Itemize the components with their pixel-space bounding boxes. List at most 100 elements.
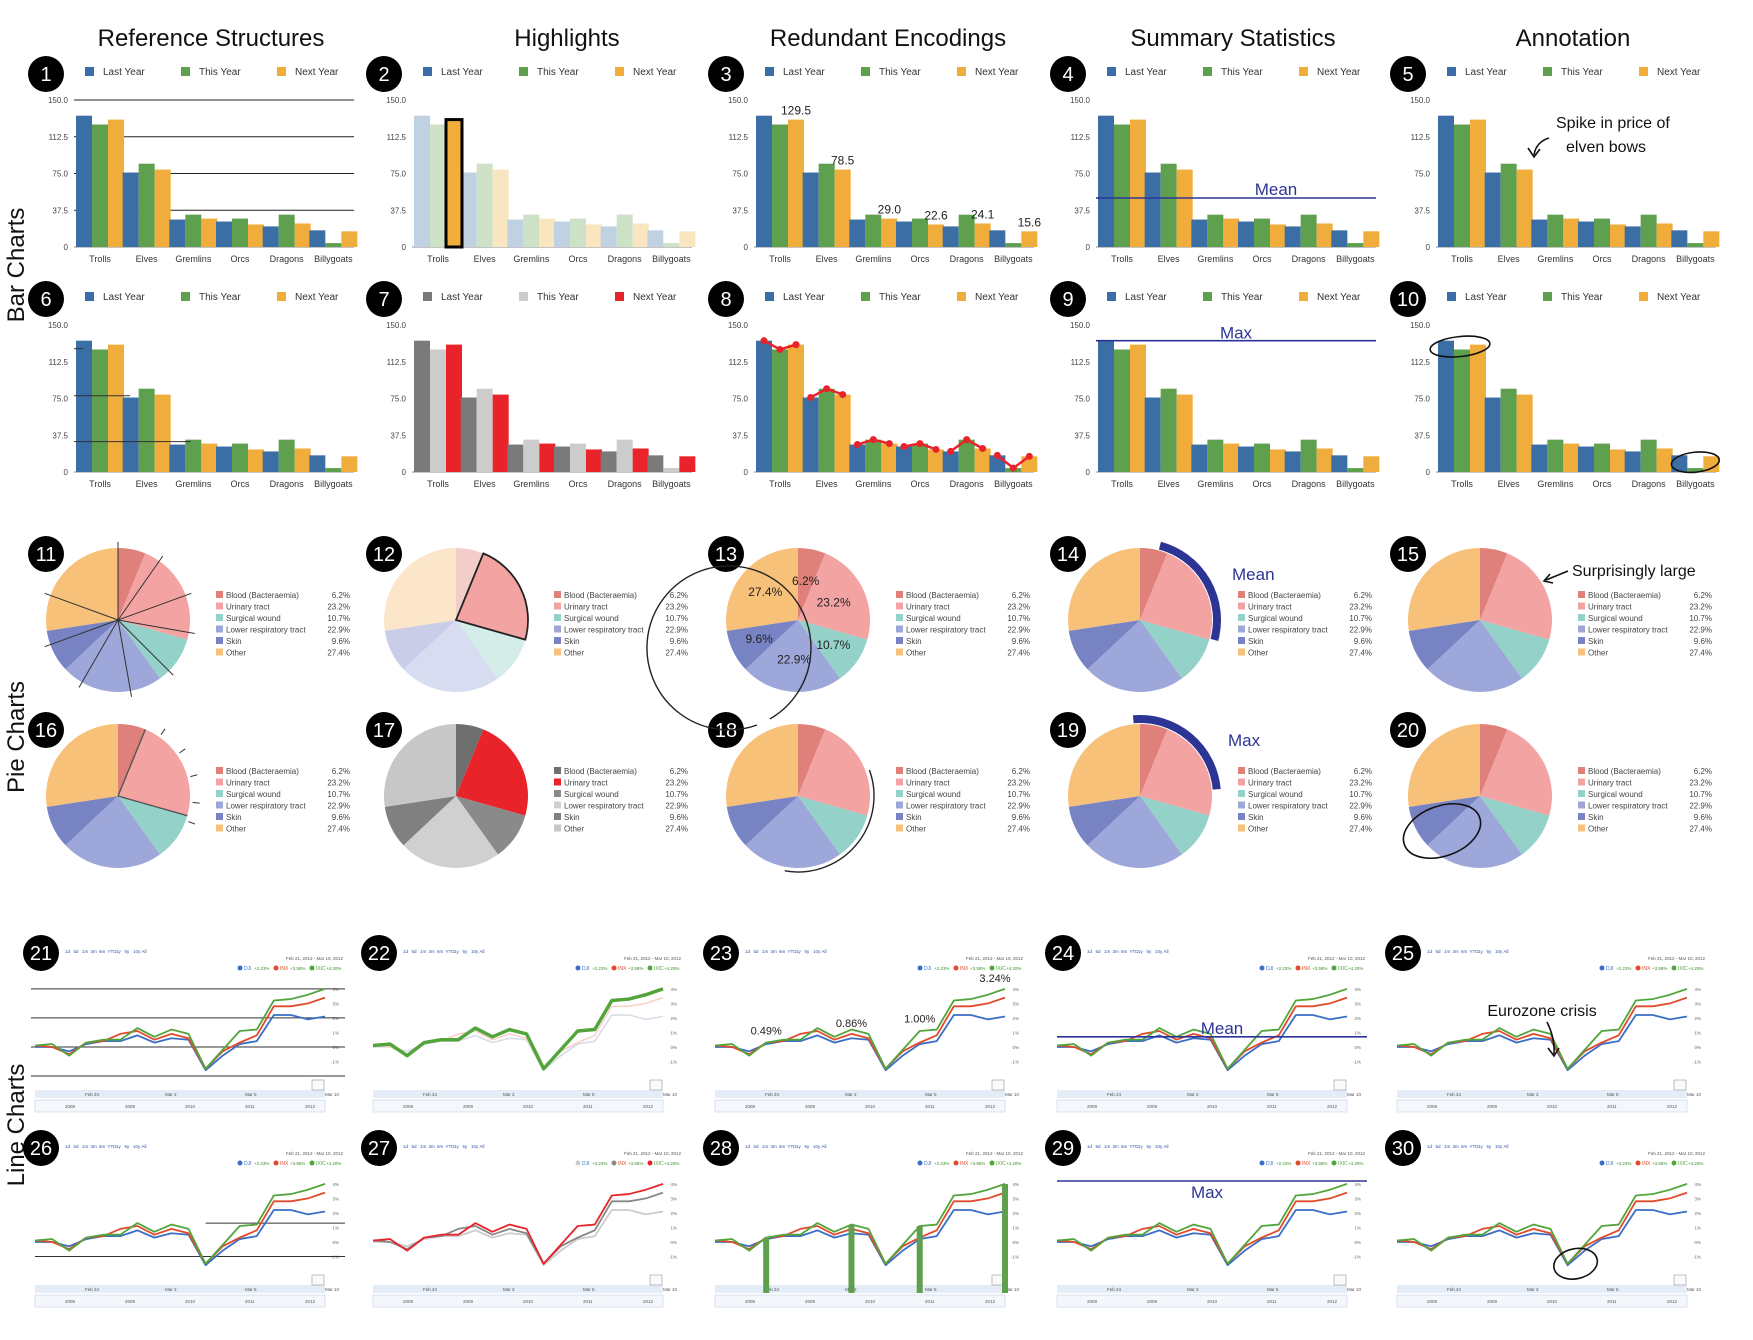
legend-swatch — [216, 790, 223, 797]
y-tick-label: 0 — [402, 243, 407, 252]
max-label: Max — [1228, 731, 1261, 750]
zoom-link: 6m — [1461, 949, 1468, 954]
legend-value: 23.2% — [1007, 779, 1030, 788]
y-tick-label: 37.5 — [390, 431, 406, 440]
zoom-link: 3m — [771, 1144, 778, 1149]
series-line — [35, 1014, 326, 1072]
y-tick-label: 0% — [1694, 1240, 1701, 1245]
legend-label: Next Year — [1657, 67, 1701, 78]
bar-mark — [912, 218, 928, 247]
legend-dot — [989, 965, 995, 971]
overview-year: 2012 — [1667, 1299, 1678, 1304]
legend-change: +2.23% — [592, 1161, 607, 1166]
overview-year: 2012 — [985, 1299, 996, 1304]
legend-label: Blood (Bacteraemia) — [906, 767, 979, 776]
legend-value: 23.2% — [327, 779, 350, 788]
legend-swatch — [1578, 637, 1585, 644]
mean-label: Mean — [1255, 180, 1298, 199]
zoom-link: 5d — [74, 949, 80, 954]
panel-number-circle — [703, 1130, 739, 1166]
x-tick-label: Mar 2 — [503, 1092, 515, 1097]
series-line — [1397, 1209, 1688, 1267]
legend-value: 10.7% — [665, 790, 688, 799]
overview-year: 2012 — [1667, 1104, 1678, 1109]
bar-mark — [169, 444, 186, 472]
reference-tick — [160, 728, 166, 735]
overview-band — [1056, 1099, 1348, 1113]
y-tick-label: -1% — [669, 1059, 677, 1064]
column-header: Redundant Encodings — [770, 25, 1006, 52]
bar-mark — [1454, 349, 1470, 472]
annotation-arrow — [1546, 1021, 1555, 1055]
bar-chart-panel: Last Year This Year Next Year 150.0 112.5 75.… — [728, 292, 1038, 489]
reference-spoke — [44, 592, 119, 621]
y-tick-label: 4% — [1012, 1182, 1019, 1187]
legend-label: Lower respiratory tract — [564, 802, 644, 811]
bar-mark — [1144, 172, 1161, 247]
y-tick-label: 1% — [1012, 1225, 1019, 1230]
redundant-bar — [1002, 1183, 1008, 1293]
overview-band — [714, 1294, 1006, 1308]
legend-swatch — [896, 614, 903, 621]
x-tick-label: Orcs — [911, 254, 930, 264]
zoom-link: All — [1164, 1144, 1169, 1149]
x-tick-label: Dragons — [950, 254, 985, 264]
y-tick-label: 150.0 — [728, 96, 749, 105]
bar-mark — [92, 349, 108, 472]
overview-year: 2010 — [523, 1104, 534, 1109]
annotation-circle — [1670, 451, 1721, 474]
bar-mark — [232, 443, 248, 472]
bar-mark — [108, 119, 124, 247]
y-tick-label: 0% — [1694, 1045, 1701, 1050]
legend-value: 23.2% — [665, 779, 688, 788]
series-line — [714, 1191, 1006, 1265]
bar-mark — [1671, 455, 1688, 472]
legend-swatch — [554, 801, 561, 809]
zoom-link: 1y — [796, 949, 802, 954]
bar-mark — [325, 468, 342, 472]
x-tick-label: Orcs — [231, 254, 250, 264]
legend-dot — [1671, 1160, 1677, 1166]
redundant-dot — [760, 337, 768, 345]
y-tick-label: -1% — [1011, 1059, 1019, 1064]
reference-spoke — [117, 795, 188, 817]
date-range: Feb 21, 2012 - Mar 10, 2012 — [1648, 956, 1706, 961]
zoom-link: 6m — [1461, 1144, 1468, 1149]
overview-band — [34, 1099, 326, 1113]
legend-dot — [1295, 1160, 1301, 1166]
overview-year: 2009 — [1487, 1104, 1498, 1109]
redundant-ring — [784, 769, 875, 873]
legend-value: 6.2% — [1354, 767, 1372, 776]
x-tick-label: Elves — [474, 254, 497, 264]
pie-chart-panel: Blood (Bacteraemia) 6.2% Urinary tract 23.2… — [384, 548, 688, 692]
legend-dot — [1671, 965, 1677, 971]
y-tick-label: 3% — [332, 1196, 339, 1201]
zoom-link: 3m — [1113, 949, 1120, 954]
legend-swatch — [1639, 292, 1648, 301]
legend-swatch — [554, 778, 561, 786]
highlight-outline — [454, 552, 529, 641]
legend-label: Surgical wound — [1248, 790, 1303, 799]
y-tick-label: 112.5 — [49, 133, 69, 142]
redundant-dot — [1009, 464, 1017, 472]
bar-mark — [1531, 219, 1548, 247]
pie-slice — [1140, 729, 1212, 816]
legend-swatch — [1238, 778, 1245, 786]
x-tick-label: Mar 2 — [1527, 1092, 1539, 1097]
zoom-link: 5d — [412, 949, 418, 954]
x-tick-label: Mar 5 — [1607, 1092, 1619, 1097]
y-tick-label: 0% — [1012, 1240, 1019, 1245]
legend-label: Surgical wound — [1588, 790, 1643, 799]
panel-number: 22 — [368, 943, 390, 965]
x-tick-label: Dragons — [1292, 479, 1327, 489]
y-tick-label: 112.5 — [387, 358, 407, 367]
x-tick-label: Elves — [816, 479, 839, 489]
legend-label: Last Year — [1125, 67, 1167, 78]
pie-chart-panel: Surprisingly large Blood (Bacteraemia) 6.2… — [1407, 548, 1712, 692]
legend-change: +2.23% — [1276, 1161, 1291, 1166]
pie-chart-panel: Max Blood (Bacteraemia) 6.2% Urinary tract 2… — [1067, 715, 1372, 869]
panel-number: 18 — [715, 720, 737, 742]
reference-spoke — [117, 729, 146, 797]
legend-swatch — [1238, 614, 1245, 621]
legend-change: +2.23% — [1276, 966, 1291, 971]
